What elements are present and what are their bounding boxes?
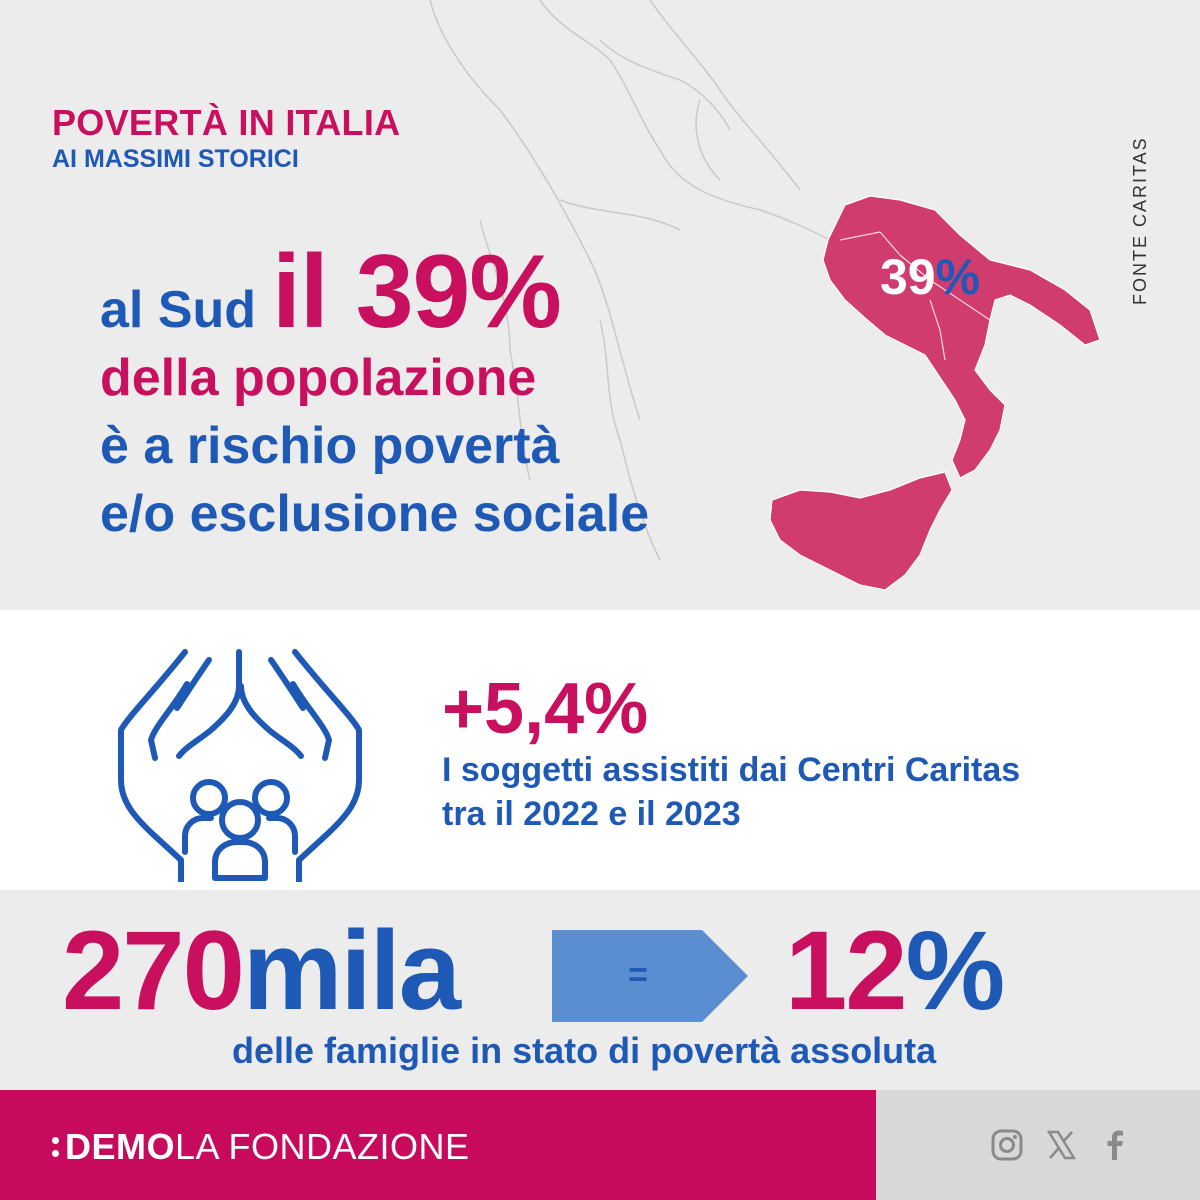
x-icon[interactable] xyxy=(1044,1128,1078,1162)
families-percent-sign: % xyxy=(905,908,1006,1033)
headline-line-4: e/o esclusione sociale xyxy=(100,485,650,543)
assistance-section: +5,4% I soggetti assistiti dai Centri Ca… xyxy=(0,610,1200,890)
families-number: 270 xyxy=(62,908,245,1033)
top-section: POVERTÀ IN ITALIA AI MASSIMI STORICI FON… xyxy=(52,0,1150,591)
arrow-shape xyxy=(552,930,748,1022)
headline-line-2: della popolazione xyxy=(100,349,537,407)
social-links xyxy=(990,1128,1132,1162)
map-percent-label: 39% xyxy=(880,248,980,306)
equals-sign: = xyxy=(628,956,648,994)
headline-line-3: è a rischio povertà xyxy=(100,417,560,475)
stat-value: +5,4% xyxy=(442,669,649,749)
stat-line-1: I soggetti assistiti dai Centri Caritas xyxy=(442,751,1021,789)
page-subtitle: AI MASSIMI STORICI xyxy=(52,145,299,173)
map-borders xyxy=(429,0,831,561)
families-count: 270mila xyxy=(62,906,461,1035)
footer: DEMO LA FONDAZIONE xyxy=(0,1090,1200,1200)
page-title: POVERTÀ IN ITALIA xyxy=(52,102,401,143)
facebook-icon[interactable] xyxy=(1098,1128,1132,1162)
families-percent-number: 12 xyxy=(785,908,908,1033)
headline-highlight: il 39% xyxy=(272,234,562,350)
brand-name: DEMO xyxy=(65,1126,175,1167)
stat-description: I soggetti assistiti dai Centri Caritas … xyxy=(442,748,1020,836)
headline: al Sud il 39% della popolazione è a risc… xyxy=(100,240,649,548)
families-unit: mila xyxy=(242,908,461,1033)
map-label-percent: % xyxy=(935,249,981,305)
italy-map xyxy=(429,0,1101,591)
south-italy-region xyxy=(769,195,1101,591)
brand-tagline: LA FONDAZIONE xyxy=(175,1126,470,1167)
hands-family-icon xyxy=(118,649,362,882)
families-caption: delle famiglie in stato di povertà assol… xyxy=(232,1030,937,1071)
families-section: 270mila = 12% delle famiglie in stato di… xyxy=(0,890,1200,1090)
instagram-icon[interactable] xyxy=(990,1128,1024,1162)
brand-colon-mark xyxy=(52,1137,59,1157)
footer-brand-bar: DEMO LA FONDAZIONE xyxy=(0,1090,876,1200)
map-label-number: 39 xyxy=(880,249,936,305)
stat-line-2: tra il 2022 e il 2023 xyxy=(442,795,741,833)
brand-logo[interactable]: DEMO LA FONDAZIONE xyxy=(52,1126,470,1168)
families-percent: 12% xyxy=(785,906,1006,1035)
headline-prefix: al Sud xyxy=(100,281,257,339)
source-label: FONTE CARITAS xyxy=(1130,136,1150,305)
